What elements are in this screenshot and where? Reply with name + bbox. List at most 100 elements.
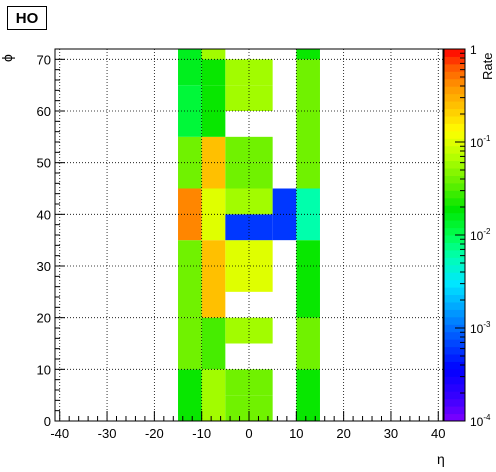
heatmap-cell xyxy=(178,240,202,266)
palette-band xyxy=(444,146,465,154)
heatmap-cell xyxy=(225,85,249,111)
heatmap-cell xyxy=(202,369,226,421)
heatmap-cell xyxy=(225,240,249,266)
heatmap-cell xyxy=(249,59,273,85)
y-tick-label: 10 xyxy=(37,362,51,377)
x-tick-label: 20 xyxy=(336,426,350,441)
palette-band xyxy=(444,399,465,407)
palette-band xyxy=(444,109,465,117)
x-tick-label: 0 xyxy=(245,426,252,441)
heatmap-cell xyxy=(249,163,273,189)
palette-band xyxy=(444,168,465,176)
palette-band xyxy=(444,183,465,191)
heatmap-cell xyxy=(202,59,226,85)
heatmap-cell xyxy=(249,137,273,163)
heatmap-cell xyxy=(296,318,320,370)
heatmap-cell xyxy=(225,395,249,421)
palette-band xyxy=(444,86,465,94)
palette-band xyxy=(444,391,465,399)
y-tick-label: 40 xyxy=(37,207,51,222)
palette-band xyxy=(444,332,465,340)
palette-band xyxy=(444,198,465,206)
palette-band xyxy=(444,287,465,295)
z-tick-label: 10-2 xyxy=(470,227,491,243)
x-tick-label: 10 xyxy=(289,426,303,441)
palette-band xyxy=(444,414,465,422)
y-tick-label: 70 xyxy=(37,52,51,67)
y-tick-label: 30 xyxy=(37,259,51,274)
palette-band xyxy=(444,347,465,355)
heatmap-cell xyxy=(202,266,226,318)
x-tick-label: 30 xyxy=(384,426,398,441)
heatmap-cell xyxy=(178,49,202,85)
palette-band xyxy=(444,406,465,414)
palette-band xyxy=(444,220,465,228)
palette-band xyxy=(444,205,465,213)
palette-band xyxy=(444,302,465,310)
y-tick-label: 20 xyxy=(37,311,51,326)
heatmap-cell xyxy=(202,240,226,266)
palette-band xyxy=(444,339,465,347)
heatmap-cell xyxy=(225,59,249,85)
z-axis-label: Rate xyxy=(480,53,495,80)
heatmap-cell xyxy=(225,214,249,240)
z-tick-label: 10-1 xyxy=(470,134,491,150)
palette-band xyxy=(444,272,465,280)
heatmap-cell xyxy=(296,369,320,421)
x-tick-label: 40 xyxy=(431,426,445,441)
palette-band xyxy=(444,369,465,377)
heatmap-cell xyxy=(296,59,320,188)
y-axis-label: ϕ xyxy=(0,54,15,62)
palette-band xyxy=(444,384,465,392)
y-axis: 0 10 20 30 40 50 60 70 xyxy=(37,49,65,429)
palette-band xyxy=(444,131,465,139)
palette-band xyxy=(444,153,465,161)
z-tick-label: 1 xyxy=(470,43,477,57)
y-tick-label: 50 xyxy=(37,156,51,171)
palette-band xyxy=(444,123,465,131)
z-tick-label: 10-3 xyxy=(470,320,491,336)
heatmap-cell xyxy=(202,318,226,370)
palette-band xyxy=(444,161,465,169)
heatmap-cell xyxy=(178,318,202,370)
palette-band xyxy=(444,376,465,384)
y-tick-label: 0 xyxy=(44,414,51,429)
heatmap-cell xyxy=(225,137,249,163)
heatmap-cell xyxy=(296,240,320,318)
palette-band xyxy=(444,101,465,109)
heatmap-cell xyxy=(249,318,273,344)
palette-band xyxy=(444,213,465,221)
palette-band xyxy=(444,309,465,317)
heatmap-cell xyxy=(249,85,273,111)
palette-band xyxy=(444,295,465,303)
heatmap-cell xyxy=(225,318,249,344)
palette-band xyxy=(444,228,465,236)
palette-band xyxy=(444,250,465,258)
heatmap-cell xyxy=(225,163,249,189)
x-axis-label: η xyxy=(437,451,445,467)
heatmap-cell xyxy=(178,266,202,318)
palette-band xyxy=(444,354,465,362)
heatmap-cell xyxy=(296,49,320,59)
palette-band xyxy=(444,64,465,72)
palette-band xyxy=(444,190,465,198)
heatmap-cell xyxy=(225,266,249,292)
z-tick-label: 10-4 xyxy=(470,413,491,429)
heatmap-cell xyxy=(178,369,202,421)
palette-band xyxy=(444,257,465,265)
palette-band xyxy=(444,71,465,79)
heatmap-cell xyxy=(225,369,249,395)
palette-band xyxy=(444,317,465,325)
y-tick-label: 60 xyxy=(37,104,51,119)
x-tick-label: -20 xyxy=(145,426,164,441)
palette-band xyxy=(444,116,465,124)
x-tick-label: -30 xyxy=(98,426,117,441)
heatmap-cell xyxy=(249,189,273,215)
heatmap-cell xyxy=(202,49,226,59)
x-tick-label: -10 xyxy=(192,426,211,441)
heatmap-cell xyxy=(249,214,273,240)
heatmap-cell xyxy=(249,395,273,421)
heatmap-cell xyxy=(249,369,273,395)
heatmap-cell xyxy=(249,240,273,266)
